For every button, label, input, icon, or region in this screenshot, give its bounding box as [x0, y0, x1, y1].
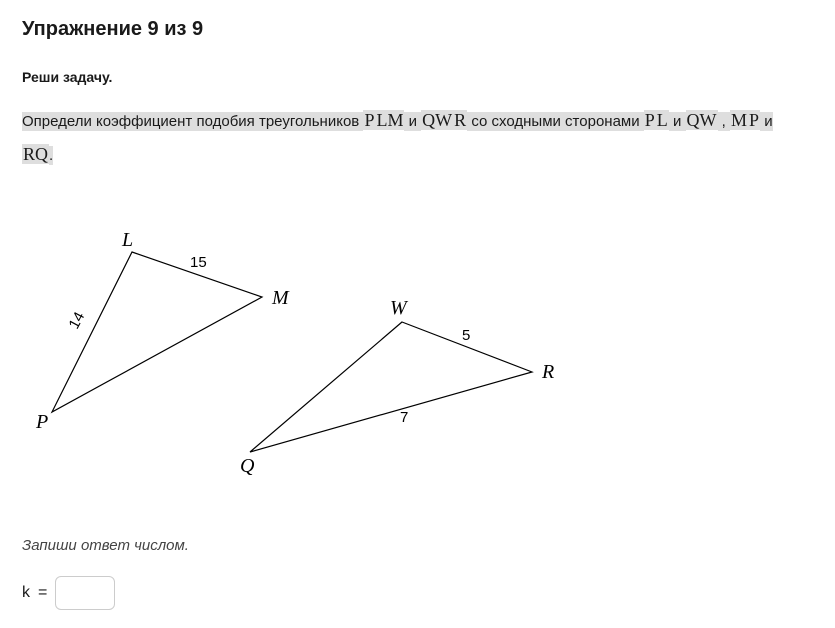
page-title: Упражнение 9 из 9 [22, 18, 813, 41]
problem-text-7: . [49, 146, 53, 165]
var-LM: LM [375, 110, 404, 130]
var-P2: P [644, 110, 656, 130]
problem-statement: Определи коэффициент подобия треугольник… [22, 103, 802, 172]
var-L2: L [656, 110, 669, 130]
answer-input[interactable] [55, 576, 115, 610]
var-R: R [453, 110, 467, 130]
var-P3: P [748, 110, 760, 130]
var-P: P [363, 110, 375, 130]
vertex-label: Q [240, 455, 255, 477]
var-M2: M [730, 110, 748, 130]
problem-text-1: Определи коэффициент подобия треугольник… [22, 112, 363, 131]
vertex-label: L [121, 229, 133, 251]
triangle [250, 322, 532, 452]
problem-text-4: и [669, 112, 686, 131]
answer-k-label: k [22, 584, 30, 602]
edge-label: 5 [462, 327, 470, 344]
edge-label: 7 [400, 409, 408, 426]
vertex-label: W [390, 297, 409, 319]
subtitle: Реши задачу. [22, 69, 813, 85]
var-RQ: RQ [22, 144, 49, 164]
triangle [52, 252, 262, 412]
problem-text-6: и [760, 112, 773, 131]
vertex-label: M [271, 287, 290, 309]
answer-eq: = [38, 584, 47, 602]
vertex-label: R [541, 361, 554, 383]
edge-label: 14 [66, 309, 89, 332]
triangles-svg: L M P 15 14 W R Q 5 7 [22, 212, 582, 492]
var-QW2: QW [686, 110, 718, 130]
answer-row: k = [22, 576, 813, 610]
problem-text-5: , [718, 112, 731, 131]
answer-hint: Запиши ответ числом. [22, 537, 813, 554]
var-QW: QW [421, 110, 453, 130]
vertex-label: P [35, 411, 48, 433]
problem-text-2: и [404, 112, 421, 131]
problem-text-3: со сходными сторонами [467, 112, 644, 131]
figure: L M P 15 14 W R Q 5 7 [22, 212, 813, 497]
edge-label: 15 [190, 254, 207, 271]
